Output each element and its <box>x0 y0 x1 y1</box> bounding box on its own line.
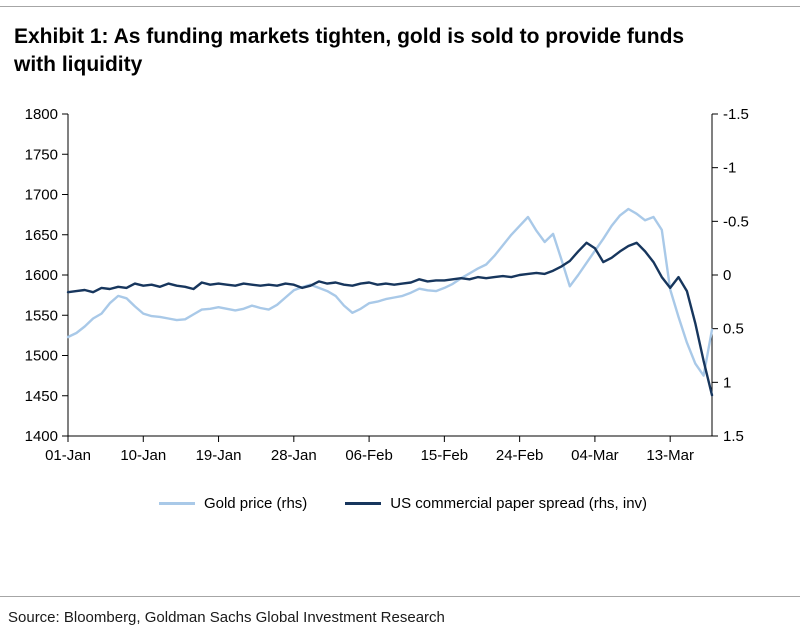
cp-spread-legend-label: US commercial paper spread (rhs, inv) <box>390 495 648 513</box>
exhibit-title-line2: with liquidity <box>14 52 143 76</box>
left-axis-tick-label: 1550 <box>25 308 58 325</box>
chart-svg: 1400 1450 1500 1550 1600 1650 1700 1750 1800 -1.5… <box>25 106 749 464</box>
left-axis-tick-label: 1700 <box>25 187 58 204</box>
legend-item-gold-price: Gold price (rhs) <box>158 495 308 513</box>
chart-area: 1400 1450 1500 1550 1600 1650 1700 1750 1800 -1.5… <box>6 106 800 512</box>
right-axis-tick-label: -1.5 <box>723 106 749 123</box>
left-axis-tick-label: 1650 <box>25 227 58 244</box>
x-axis-tick-label: 01-Jan <box>45 447 91 464</box>
x-axis-tick-label: 13-Mar <box>646 447 694 464</box>
gold-price-line <box>66 208 714 378</box>
x-axis-tick-label: 10-Jan <box>120 447 166 464</box>
right-axis-tick-label: -0.5 <box>723 214 749 231</box>
gold-price-line-swatch <box>158 502 195 506</box>
right-axis-tick-label: 0 <box>723 267 731 284</box>
x-axis-tick-label: 24-Feb <box>496 447 544 464</box>
gold-price-legend-label: Gold price (rhs) <box>203 495 308 513</box>
exhibit-title-line1: Exhibit 1: As funding markets tighten, g… <box>14 25 685 48</box>
legend-item-cp-spread: US commercial paper spread (rhs, inv) <box>345 495 647 512</box>
chart-legend: Gold price (rhs) US commercial paper spr… <box>6 495 800 512</box>
right-axis-tick-label: -1 <box>723 160 736 177</box>
x-axis-tick-label: 06-Feb <box>345 447 393 464</box>
top-divider <box>0 6 800 7</box>
cp-spread-line-swatch <box>345 502 382 506</box>
right-axis-tick-label: 1.5 <box>723 428 744 445</box>
x-axis-tick-label: 28-Jan <box>271 447 317 464</box>
left-axis-tick-label: 1800 <box>25 106 58 123</box>
left-axis-tick-label: 1400 <box>25 428 58 445</box>
left-axis-tick-label: 1750 <box>25 147 58 164</box>
right-axis-tick-label: 0.5 <box>723 321 744 338</box>
bottom-divider <box>0 596 800 597</box>
exhibit-title: Exhibit 1: As funding markets tighten, g… <box>14 23 786 78</box>
footer: Source: Bloomberg, Goldman Sachs Global … <box>0 596 800 640</box>
right-axis-tick-label: 1 <box>723 375 731 392</box>
x-axis-tick-label: 04-Mar <box>571 447 619 464</box>
left-axis-tick-label: 1450 <box>25 388 58 405</box>
x-axis-tick-label: 15-Feb <box>421 447 469 464</box>
left-axis-tick-label: 1500 <box>25 348 58 365</box>
source-text: Source: Bloomberg, Goldman Sachs Global … <box>8 609 445 626</box>
x-axis-tick-label: 19-Jan <box>196 447 242 464</box>
cp-spread-line <box>66 242 714 397</box>
left-axis-tick-label: 1600 <box>25 267 58 284</box>
